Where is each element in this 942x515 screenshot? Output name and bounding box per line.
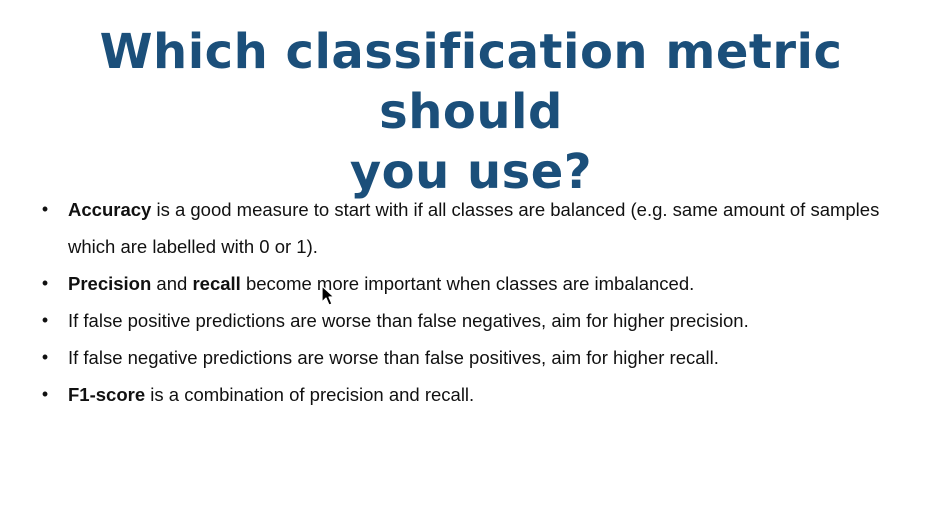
bullet-item-precision-recall: • Precision and recall become more impor… (38, 265, 918, 302)
bullet-dot: • (41, 347, 49, 367)
bullet-text: is a good measure to start with if all c… (68, 199, 880, 257)
bullet-text: is a combination of precision and recall… (145, 384, 475, 405)
bullet-bold-term: F1-score (68, 384, 146, 405)
bullet-item-f1-score: • F1-score is a combination of precision… (38, 376, 918, 413)
bullet-bold-term: Accuracy (68, 199, 152, 220)
bullet-text: and (151, 273, 193, 294)
bullet-dot: • (41, 199, 49, 219)
slide-title-line-1: Which classification metric should (99, 24, 843, 140)
slide-title-line-2: you use? (349, 144, 593, 200)
bullet-dot: • (41, 273, 49, 293)
bullet-item-false-negative: • If false negative predictions are wors… (38, 339, 918, 376)
bullet-list: • Accuracy is a good measure to start wi… (38, 191, 918, 413)
slide-title: Which classification metric should you u… (0, 22, 942, 202)
bullet-item-accuracy: • Accuracy is a good measure to start wi… (38, 191, 918, 265)
bullet-text: become more important when classes are i… (240, 273, 695, 294)
bullet-item-false-positive: • If false positive predictions are wors… (38, 302, 918, 339)
bullet-text: If false positive predictions are worse … (68, 310, 749, 331)
bullet-text: If false negative predictions are worse … (68, 347, 719, 368)
mouse-pointer-icon (321, 285, 335, 306)
bullet-bold-term: Precision (68, 273, 152, 294)
bullet-dot: • (41, 310, 49, 330)
bullet-bold-term: recall (192, 273, 241, 294)
bullet-dot: • (41, 384, 49, 404)
